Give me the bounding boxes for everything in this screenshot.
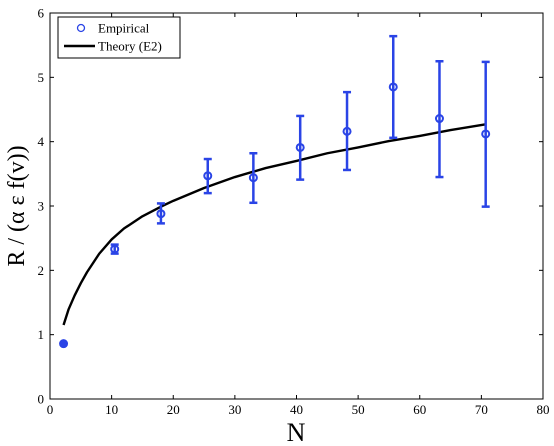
empirical-point-group [248, 151, 258, 205]
y-tick-label: 1 [38, 327, 45, 342]
axis-ticks: 0 10 20 30 40 50 60 70 80 0 1 2 3 4 5 6 [38, 6, 550, 418]
empirical-point-group [434, 60, 444, 179]
legend-empirical-marker [76, 23, 86, 33]
theory-series [62, 123, 486, 326]
theory-line [62, 123, 486, 326]
empirical-point-group [295, 114, 305, 181]
data-point [481, 129, 491, 139]
legend: Empirical Theory (E2) [57, 16, 181, 59]
x-tick-label: 70 [475, 402, 488, 417]
data-point [110, 244, 120, 254]
empirical-series [59, 34, 491, 349]
data-point [248, 173, 258, 183]
x-tick-label: 60 [413, 402, 426, 417]
data-point [156, 209, 166, 219]
y-tick-label: 0 [38, 392, 45, 407]
y-tick-label: 5 [38, 70, 45, 85]
empirical-point-group [388, 34, 398, 140]
x-tick-label: 0 [47, 402, 54, 417]
empirical-point-group [342, 90, 352, 172]
x-tick-label: 50 [352, 402, 365, 417]
y-axis-label: R / (α ε f(v)) [4, 145, 30, 266]
y-tick-label: 3 [38, 199, 45, 214]
y-tick-label: 6 [38, 6, 45, 21]
x-axis-label: N [287, 418, 306, 446]
empirical-point-group [481, 60, 491, 208]
x-tick-label: 40 [290, 402, 303, 417]
x-tick-label: 20 [167, 402, 180, 417]
empirical-point-group [203, 157, 213, 195]
x-tick-label: 10 [105, 402, 118, 417]
empirical-point-group [59, 339, 69, 349]
y-tick-label: 4 [38, 134, 45, 149]
plot-area [49, 12, 544, 400]
data-point [388, 82, 398, 92]
data-point [203, 171, 213, 181]
data-point [59, 339, 69, 349]
empirical-point-group [156, 202, 166, 225]
x-tick-label: 80 [537, 402, 550, 417]
data-point [434, 114, 444, 124]
empirical-point-group [110, 243, 120, 255]
legend-theory-label: Theory (E2) [98, 39, 162, 54]
y-tick-label: 2 [38, 263, 45, 278]
legend-box [57, 16, 181, 59]
data-point [295, 142, 305, 152]
x-tick-label: 30 [228, 402, 241, 417]
data-point [342, 126, 352, 136]
legend-empirical-label: Empirical [98, 21, 150, 36]
